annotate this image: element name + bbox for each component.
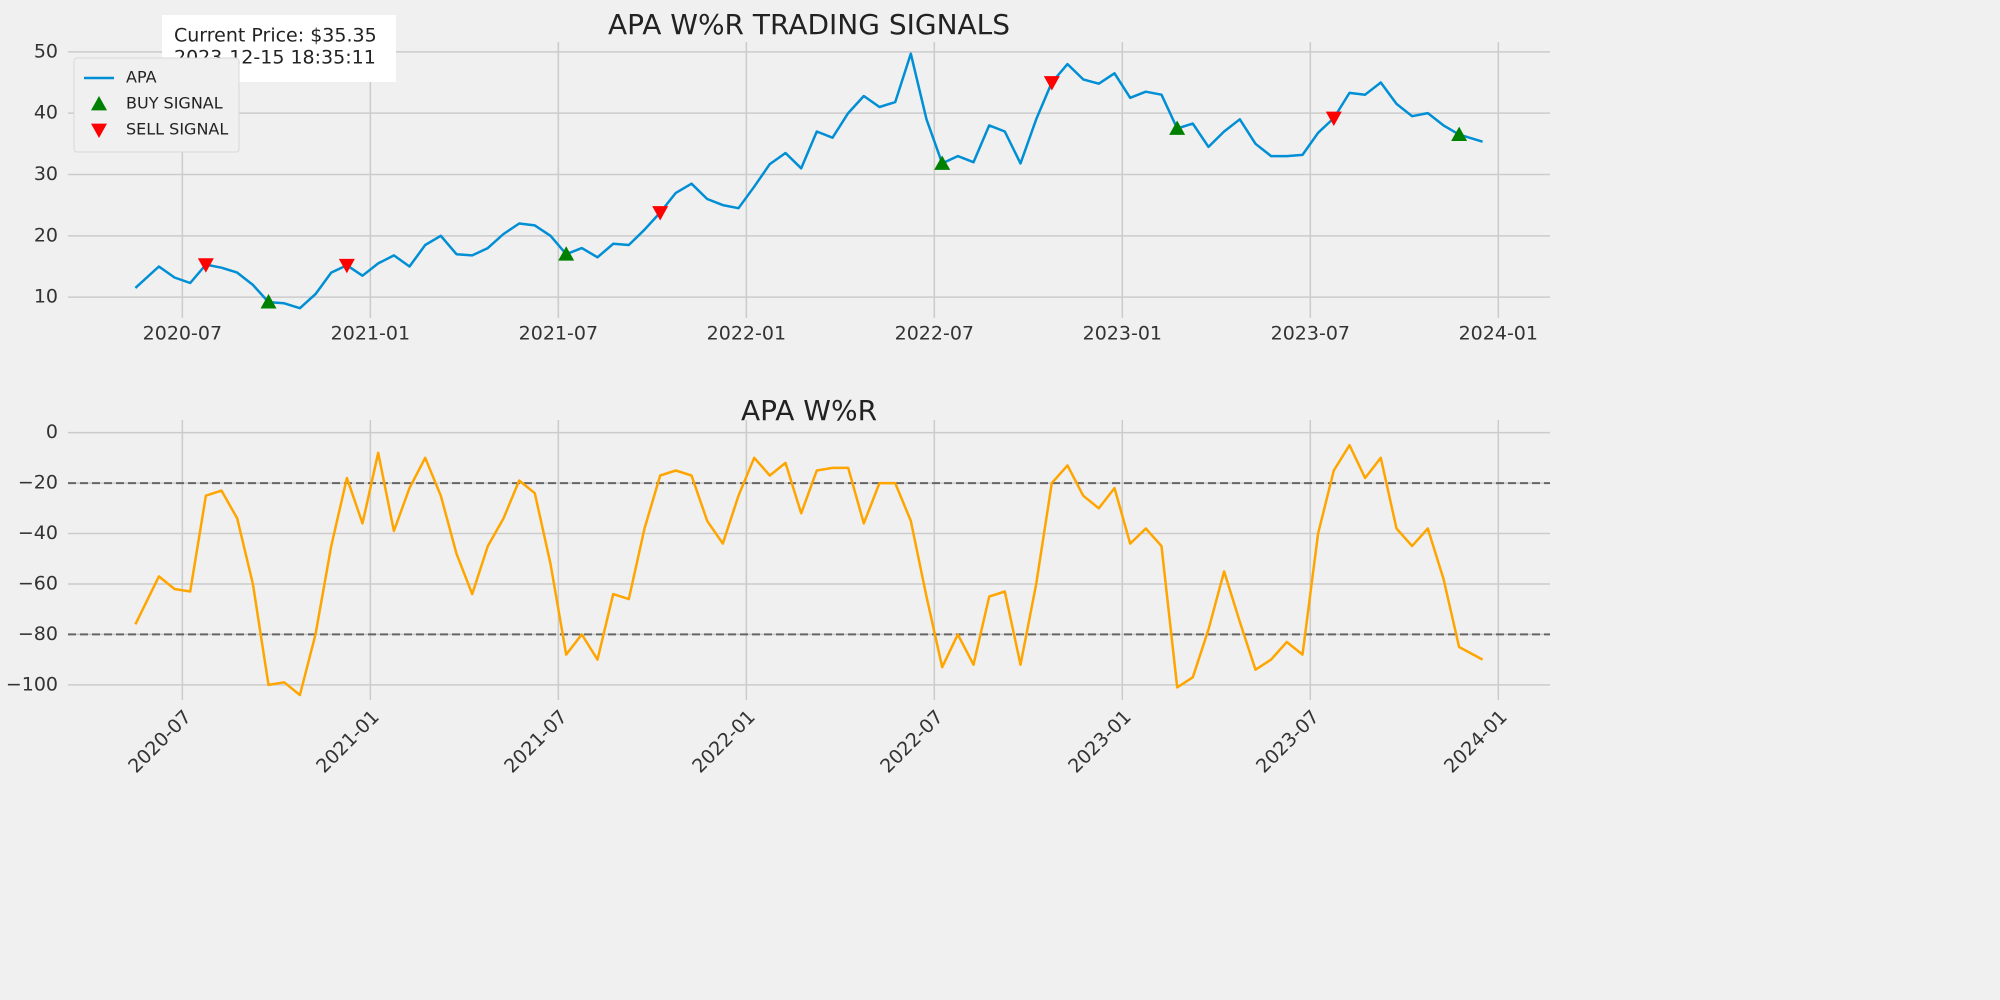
legend: APA BUY SIGNAL SELL SIGNAL xyxy=(73,57,240,153)
y-tick-label: 40 xyxy=(34,102,58,124)
x-tick-label: 2022-07 xyxy=(895,323,974,345)
legend-label: BUY SIGNAL xyxy=(126,94,223,113)
legend-label: APA xyxy=(126,68,157,87)
y-tick-label: −100 xyxy=(6,673,58,695)
y-tick-label: 10 xyxy=(34,286,58,308)
signal-marker xyxy=(1043,76,1060,91)
x-tick-label: 2023-01 xyxy=(1064,706,1136,778)
chart-title: APA W%R TRADING SIGNALS xyxy=(608,8,1010,41)
signal-marker xyxy=(1451,126,1468,142)
y-tick-label: 20 xyxy=(34,224,58,246)
signal-marker xyxy=(1325,111,1342,127)
signal-marker xyxy=(934,155,951,170)
legend-label: SELL SIGNAL xyxy=(126,120,228,139)
y-tick-label: 0 xyxy=(46,421,58,443)
x-tick-label: 2022-01 xyxy=(707,323,786,345)
legend-swatch xyxy=(91,123,107,138)
y-tick-label: 50 xyxy=(34,40,58,62)
legend-swatch xyxy=(91,96,107,111)
x-tick-label: 2023-01 xyxy=(1083,323,1162,345)
x-tick-label: 2022-01 xyxy=(688,706,760,778)
y-tick-label: −40 xyxy=(18,522,58,544)
x-tick-label: 2020-07 xyxy=(143,323,222,345)
signal-marker xyxy=(197,258,214,273)
data-line xyxy=(134,443,1484,697)
x-tick-label: 2024-01 xyxy=(1440,706,1512,778)
annotation-text: Current Price: $35.35 xyxy=(174,25,377,47)
y-tick-label: −80 xyxy=(18,623,58,645)
chart-title: APA W%R xyxy=(741,394,877,427)
x-tick-label: 2021-07 xyxy=(500,706,572,778)
x-tick-label: 2024-01 xyxy=(1459,323,1538,345)
signal-marker xyxy=(260,294,277,309)
x-tick-label: 2020-07 xyxy=(124,706,196,778)
y-tick-label: 30 xyxy=(34,163,58,185)
signal-marker xyxy=(558,246,575,261)
x-tick-label: 2023-07 xyxy=(1271,323,1350,345)
signal-marker xyxy=(338,258,355,274)
legend-box xyxy=(73,57,240,153)
x-tick-label: 2021-01 xyxy=(331,323,410,345)
x-tick-label: 2021-07 xyxy=(519,323,598,345)
data-line xyxy=(134,52,1483,310)
x-tick-label: 2023-07 xyxy=(1252,706,1324,778)
y-tick-label: −20 xyxy=(18,472,58,494)
signal-marker xyxy=(1169,120,1186,135)
x-tick-label: 2022-07 xyxy=(876,706,948,778)
y-tick-label: −60 xyxy=(18,572,58,594)
signal-marker xyxy=(652,206,669,221)
x-tick-label: 2021-01 xyxy=(312,706,384,778)
